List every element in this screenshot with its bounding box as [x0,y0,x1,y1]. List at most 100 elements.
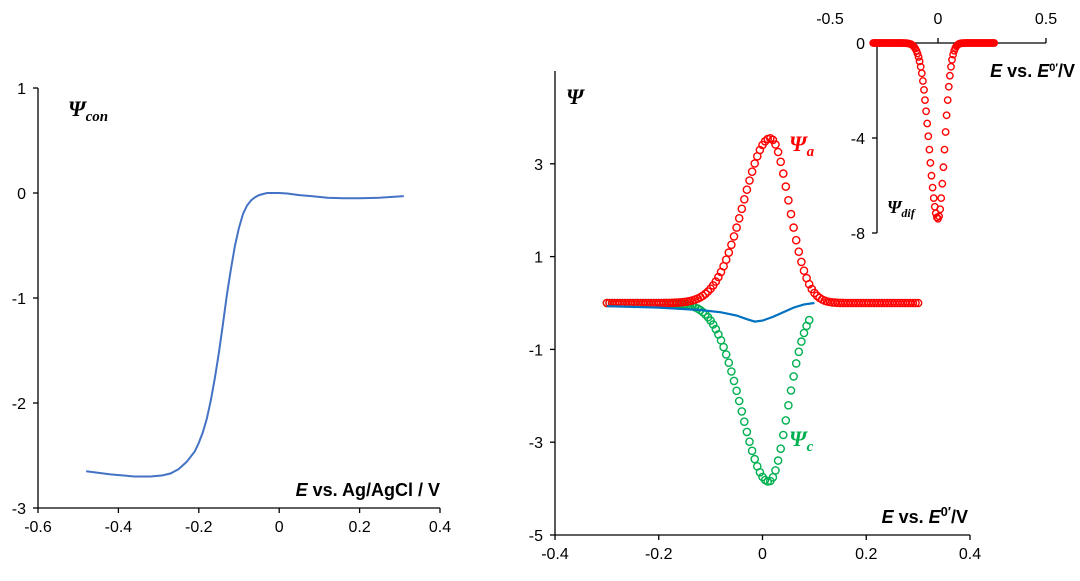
left-x-label-rest: vs. Ag/AgCl / V [308,480,440,500]
main-chart: -0.4 -0.2 0 0.2 0.4-5-3-113 Ψ Ψa Ψc E vs. E0… [529,71,981,563]
psi-a-marker [911,298,920,308]
inset-y-tick-label: 0 [856,36,865,53]
psi-dif-marker [917,69,926,78]
main-x-label: E vs. E0′/V [882,504,968,527]
psi-dif-marker [947,62,955,71]
psi-a-marker [799,266,809,276]
psi-a-marker [786,209,796,219]
psi-a-label-sym: Ψ [789,131,808,156]
psi-c-marker [776,444,786,454]
main-x-label-e: E [882,507,895,527]
main-y-tick-label: 3 [534,157,543,174]
inset-x-label: E vs. E0′/V [990,61,1075,81]
inset-x-tick-label: 0 [934,11,943,28]
inset-x-label-e0: E [1037,61,1050,81]
psi-a-marker [721,255,731,265]
psi-a-marker [797,257,806,267]
left-x-tick-label: -0.6 [24,519,52,536]
main-x-tick-label: 0 [758,546,767,563]
psi-c-marker [740,417,749,427]
psi-dif-marker [925,145,934,154]
psi-dif-marker [948,55,956,64]
psi-c-marker [742,427,752,437]
main-ticks: -0.4 -0.2 0 0.2 0.4 -5 -3 -1 1 3 [529,157,981,563]
main-x-label-sup: 0′ [941,504,951,519]
psi-a-marker [729,232,739,241]
psi-dif-marker [915,57,924,66]
left-x-tick-label: 0.4 [429,519,451,536]
psi-a-marker [789,223,798,232]
psi-c-marker [773,456,783,465]
left-y-tick-label: 0 [17,186,26,203]
psi-a-marker [755,145,765,155]
psi-a-marker [791,235,801,245]
psi-c-marker [745,437,754,447]
inset-chart: -0.5 0 0.5-8-40 Ψdif E vs. E0′/V [816,11,1075,243]
psi-c-marker [719,342,728,352]
psi-a-marker [773,147,783,157]
psi-a-marker [776,157,786,167]
left-y-label-sym: Ψ [68,96,87,121]
psi-c-marker [789,372,798,381]
psi-c-marker [732,386,741,396]
main-x-tick-label: -0.2 [645,546,673,563]
inset-x-tick-label: 0.5 [1035,11,1057,28]
psi-a-marker [768,135,778,145]
psi-c-marker [794,347,804,357]
psi-c-marker [791,359,801,368]
psi-dif-marker [920,86,928,94]
psi-dif-marker [946,71,954,80]
psi-c-marker [779,430,788,440]
psi-dif-marker [938,179,947,188]
left-chart: -0.6 -0.4 -0.2 0 0.2 0.4 -3 -2 -1 0 1 Ψcon E vs. A… [12,81,451,536]
psi-a-marker [737,204,747,214]
psi-c-marker [708,320,718,329]
psi-c-markers [602,298,814,486]
psi-dif-marker [990,39,999,47]
psi-a-marker [732,223,741,232]
inset-y-tick-label: -4 [851,131,865,148]
left-x-label: E vs. Ag/AgCl / V [296,480,440,500]
psi-c-marker [755,467,765,477]
psi-c-marker [781,416,791,425]
psi-a-marker [913,298,923,308]
psi-dif-marker [944,82,953,91]
psi-c-marker [750,454,760,464]
psi-a-marker [740,194,749,204]
inset-y-label-sub: dif [901,206,915,220]
psi-a-marker [711,277,721,286]
psi-c-marker [799,328,809,338]
psi-a-marker [724,248,734,257]
psi-a-marker [794,247,804,256]
inset-y-label: Ψdif [887,197,916,220]
psi-dif-marker [921,96,929,105]
psi-c-marker [734,396,744,406]
psi-a-marker [804,279,814,289]
inset-y-label-sym: Ψ [887,197,903,217]
psi-a-marker [784,195,793,205]
main-x-tick-label: -0.4 [541,546,569,563]
main-y-label: Ψ [566,84,585,109]
left-y-tick-label: -3 [12,501,26,518]
psi-c-label-sub: c [807,439,814,455]
psi-dif-marker [943,96,952,105]
left-y-tick-label: -2 [12,396,26,413]
psi-a-label-sub: a [807,144,815,160]
left-y-label-sub: con [86,109,109,125]
left-x-tick-label: -0.2 [185,519,213,536]
left-ticks: -0.6 -0.4 -0.2 0 0.2 0.4 -3 -2 -1 0 1 [12,81,451,536]
psi-dif-marker [939,163,948,172]
inset-ticks: -0.5 0 0.5 -8 -4 0 [816,11,1057,243]
psi-c-marker [786,386,796,395]
psi-dif-marker [940,145,949,154]
psi-a-marker [747,167,757,176]
left-y-tick-label: -1 [12,291,26,308]
psi-c-marker [797,337,806,346]
psi-a-marker [781,182,791,191]
psi-c-marker [771,466,780,475]
psi-dif-marker [926,158,935,167]
inset-x-label-e: E [990,61,1003,81]
psi-c-marker [804,315,814,325]
psi-a-marker [750,159,760,168]
psi-dif-marker [923,119,932,128]
